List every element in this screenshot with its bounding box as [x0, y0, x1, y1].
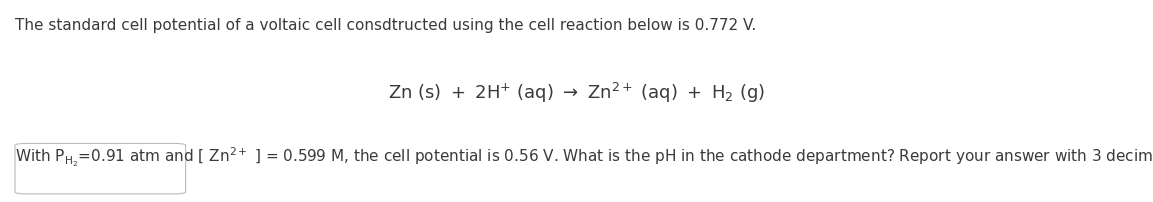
Text: $\mathrm{Zn\ (s)\ +\ 2H^{+}\ (aq)\ \rightarrow\ Zn^{2+}\ (aq)\ +\ H_{2}\ (g)}$: $\mathrm{Zn\ (s)\ +\ 2H^{+}\ (aq)\ \righ… [387, 81, 766, 105]
FancyBboxPatch shape [15, 143, 186, 194]
Text: The standard cell potential of a voltaic cell consdtructed using the cell reacti: The standard cell potential of a voltaic… [15, 18, 756, 33]
Text: With $\mathrm{P_{H_2}}$=0.91 atm and [ Zn$^{2+}$ ] = 0.599 M, the cell potential: With $\mathrm{P_{H_2}}$=0.91 atm and [ Z… [15, 145, 1153, 169]
